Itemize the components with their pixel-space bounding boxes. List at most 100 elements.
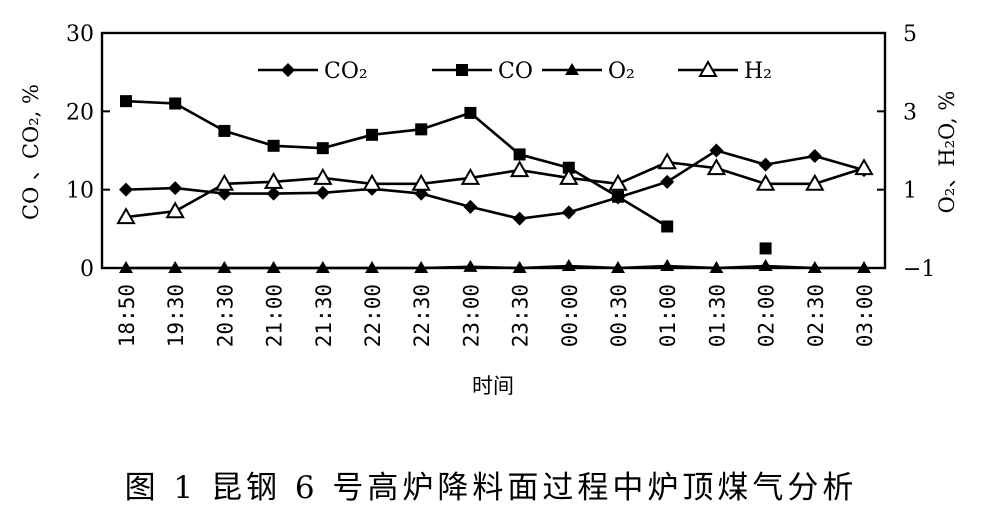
data-point — [612, 190, 624, 203]
y-right-tick-label: 3 — [903, 100, 917, 125]
data-point — [316, 142, 329, 155]
data-point — [116, 207, 136, 225]
gas-analysis-chart: 0 10 20 30 −1 1 3 5 18:50 19:30 20:30 21:00 21:30 22:… — [19, 22, 959, 398]
data-point — [660, 174, 675, 189]
data-point — [217, 261, 232, 273]
series-line — [125, 99, 668, 228]
data-point — [119, 182, 133, 197]
data-point — [165, 201, 185, 219]
data-point — [561, 259, 576, 272]
data-point — [857, 261, 871, 273]
data-point — [512, 211, 527, 226]
y-left-tick-label: 0 — [80, 257, 94, 282]
figure-caption: 图 1 昆钢 6 号高炉降料面过程中炉顶煤气分析 — [124, 470, 858, 506]
y-right-tick-label: −1 — [903, 257, 935, 282]
data-point — [657, 152, 677, 170]
data-point — [214, 173, 235, 191]
data-point — [168, 261, 183, 273]
series-line — [126, 264, 864, 270]
y-right-axis-label: O₂、H₂O, % — [935, 91, 959, 214]
y-left-tick-label: 30 — [66, 22, 94, 47]
y-right-tick-label: 5 — [903, 22, 917, 47]
x-tick-label: 22:00 — [361, 284, 385, 347]
data-point — [315, 261, 330, 273]
legend-label: CO₂ — [324, 59, 368, 84]
data-point — [365, 261, 379, 273]
data-point — [758, 259, 773, 272]
data-point — [513, 148, 526, 161]
data-point — [218, 124, 231, 137]
data-point — [168, 181, 183, 196]
legend-label: H₂ — [744, 59, 772, 84]
legend: CO₂ CO O₂ H₂ — [258, 59, 772, 84]
data-point — [611, 261, 625, 273]
y-left-axis-label: CO 、CO₂, % — [19, 84, 43, 220]
x-tick-label: 19:30 — [164, 284, 188, 347]
data-point — [509, 160, 530, 178]
series-2 — [120, 95, 772, 255]
x-tick-label: 00:30 — [607, 284, 631, 347]
data-point — [414, 261, 429, 273]
x-tick-label: 03:00 — [853, 284, 877, 347]
legend-label: O₂ — [608, 59, 635, 84]
data-point — [463, 199, 478, 214]
data-point — [854, 158, 874, 176]
data-point — [759, 242, 772, 255]
data-point — [661, 220, 674, 233]
data-point — [411, 173, 431, 191]
x-tick-label: 20:30 — [213, 284, 237, 347]
data-point — [119, 261, 133, 273]
data-point — [660, 259, 675, 272]
series-line — [125, 149, 865, 220]
data-point — [464, 106, 477, 119]
legend-label: CO — [498, 59, 533, 84]
x-tick-label: 23:30 — [509, 284, 533, 347]
data-point — [313, 167, 333, 185]
data-point — [266, 186, 281, 201]
data-point — [758, 157, 773, 172]
y-left-tick-label: 10 — [66, 179, 94, 204]
x-tick-label: 01:00 — [656, 284, 680, 347]
x-axis-label: 时间 — [472, 374, 514, 398]
data-point — [463, 259, 478, 272]
x-tick-label: 01:30 — [705, 284, 729, 347]
x-tick-label: 21:00 — [263, 284, 287, 347]
series-4 — [116, 152, 874, 225]
x-tick-label: 02:30 — [804, 284, 828, 347]
x-tick-label: 22:30 — [410, 284, 434, 347]
data-point — [608, 173, 628, 191]
x-tick-label: 00:00 — [558, 284, 582, 347]
data-point — [266, 261, 281, 273]
data-point — [267, 139, 280, 152]
x-tick-label: 02:00 — [755, 284, 779, 347]
data-point — [807, 261, 822, 273]
data-point — [706, 158, 727, 176]
legend-marker — [456, 64, 468, 76]
data-point — [460, 167, 481, 185]
series-line — [125, 160, 865, 219]
y-left-tick-label: 20 — [66, 100, 94, 125]
data-point — [362, 173, 382, 191]
data-point — [263, 171, 284, 189]
series-3 — [119, 259, 871, 273]
legend-marker — [698, 59, 718, 77]
data-point — [169, 97, 182, 110]
legend-marker — [281, 63, 295, 77]
x-tick-label: 21:30 — [312, 284, 336, 347]
data-point — [709, 143, 724, 158]
legend-marker — [565, 63, 579, 75]
data-point — [709, 261, 724, 273]
data-point — [559, 167, 579, 185]
data-point — [315, 185, 330, 200]
x-tick-label: 18:50 — [115, 284, 139, 347]
data-point — [755, 173, 776, 191]
data-point — [415, 123, 428, 136]
data-point — [366, 128, 378, 141]
x-tick-label: 23:00 — [459, 284, 483, 347]
data-point — [805, 173, 825, 191]
data-point — [512, 261, 527, 273]
y-right-tick-label: 1 — [903, 179, 917, 204]
data-point — [561, 205, 576, 220]
data-point — [120, 95, 132, 108]
data-point — [807, 148, 822, 163]
